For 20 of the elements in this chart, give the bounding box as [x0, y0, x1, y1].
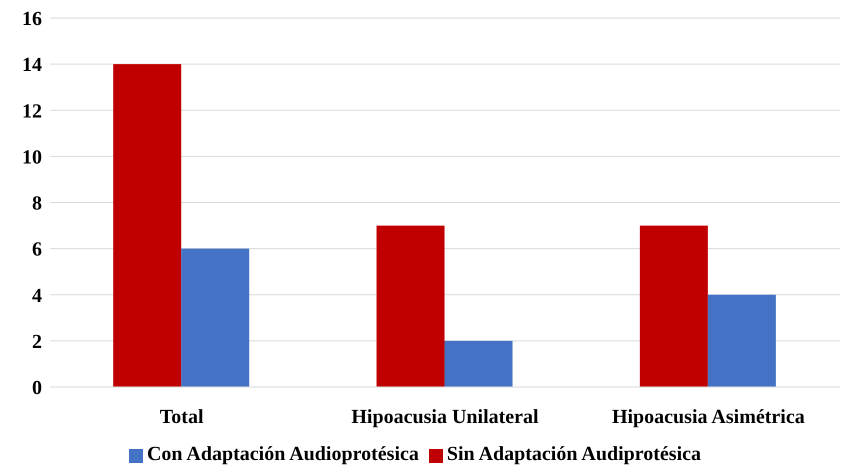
bar [444, 340, 513, 387]
y-tick-label: 0 [32, 377, 42, 400]
y-tick-label: 16 [22, 8, 42, 30]
bar [640, 226, 708, 387]
x-tick-label: Total [160, 406, 204, 428]
y-tick-label: 8 [32, 192, 42, 215]
bar [376, 226, 445, 387]
x-tick-label: Hipoacusia Unilateral [351, 406, 540, 428]
y-tick-label: 4 [32, 284, 42, 307]
bar [181, 248, 250, 387]
legend-label: Sin Adaptación Audiprotésica [446, 443, 702, 465]
y-tick-label: 12 [22, 100, 42, 122]
legend-label: Con Adaptación Audioprotésica [146, 443, 419, 465]
x-tick-label: Hipoacusia Asimétrica [612, 406, 805, 428]
y-tick-label: 2 [32, 330, 42, 353]
y-tick-label: 10 [22, 146, 42, 168]
y-tick-label: 6 [32, 238, 42, 261]
bar [113, 64, 182, 387]
y-tick-label: 14 [22, 54, 42, 76]
bar [708, 294, 776, 387]
